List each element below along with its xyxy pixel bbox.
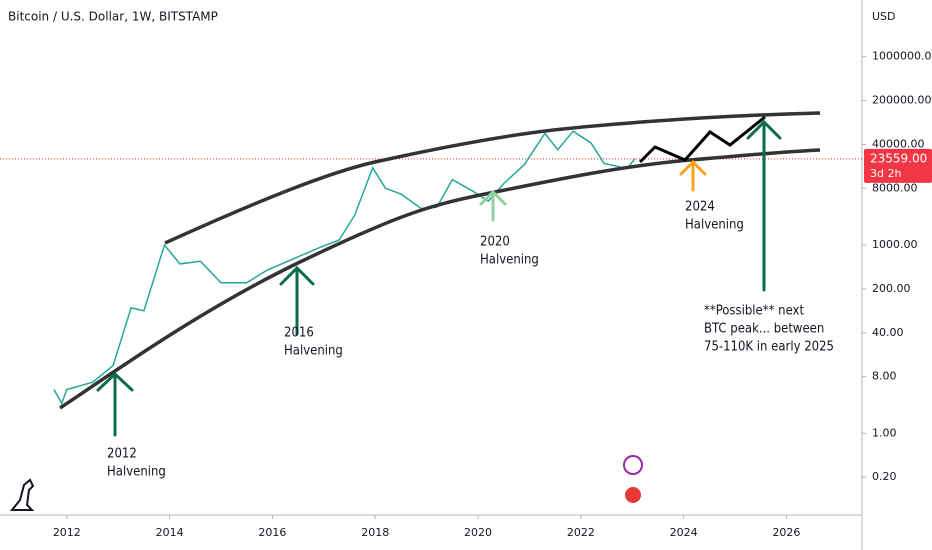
currency-label: USD	[872, 10, 896, 23]
last-price-label: 23559.00	[870, 151, 927, 165]
arrow	[279, 265, 315, 336]
arrow	[96, 371, 134, 437]
annotation: **Possible** next	[704, 304, 804, 319]
y-tick-label: 200.00	[872, 282, 911, 295]
projection-path	[638, 115, 766, 164]
countdown: 3d 2h	[870, 167, 901, 180]
flag-icon[interactable]	[623, 485, 643, 505]
y-tick-label: 8000.00	[872, 181, 918, 194]
x-tick-label: 2016	[258, 526, 286, 539]
annotation: 2024	[685, 200, 715, 215]
annotation: Halvening	[685, 218, 744, 233]
annotation: 2016	[284, 326, 314, 341]
y-tick-label: 40000.00	[872, 137, 925, 150]
arrow	[746, 119, 782, 292]
lower-channel	[59, 148, 821, 410]
x-tick-label: 2012	[53, 526, 81, 539]
y-tick-label: 200000.00	[872, 94, 932, 107]
chart-title: Bitcoin / U.S. Dollar, 1W, BITSTAMP	[8, 10, 218, 24]
x-tick-label: 2014	[156, 526, 184, 539]
logo	[9, 478, 35, 511]
annotation: Halvening	[284, 344, 343, 359]
annotation: 2012	[107, 447, 137, 462]
y-tick-label: 1.00	[872, 426, 897, 439]
annotation: BTC peak... between	[704, 322, 824, 337]
x-tick-label: 2022	[567, 526, 595, 539]
last-price-box	[864, 148, 932, 183]
y-tick-label: 8.00	[872, 370, 897, 383]
y-tick-label: 0.20	[872, 470, 897, 483]
annotation: 2020	[480, 235, 510, 250]
annotation: Halvening	[480, 253, 539, 268]
y-tick-label: 1000000.00	[872, 50, 932, 63]
event-icon[interactable]	[623, 455, 643, 475]
annotation: 75-110K in early 2025	[704, 340, 834, 355]
annotation: Halvening	[107, 465, 166, 480]
arrow	[679, 159, 707, 192]
x-tick-label: 2026	[772, 526, 800, 539]
x-tick-label: 2024	[670, 526, 698, 539]
upper-channel	[164, 111, 821, 245]
price-line	[53, 130, 636, 406]
x-tick-label: 2020	[464, 526, 492, 539]
plot-area	[0, 130, 862, 406]
x-tick-label: 2018	[361, 526, 389, 539]
arrows	[96, 119, 782, 437]
y-tick-label: 1000.00	[872, 238, 918, 251]
y-tick-label: 40.00	[872, 326, 904, 339]
arrow	[479, 189, 507, 222]
